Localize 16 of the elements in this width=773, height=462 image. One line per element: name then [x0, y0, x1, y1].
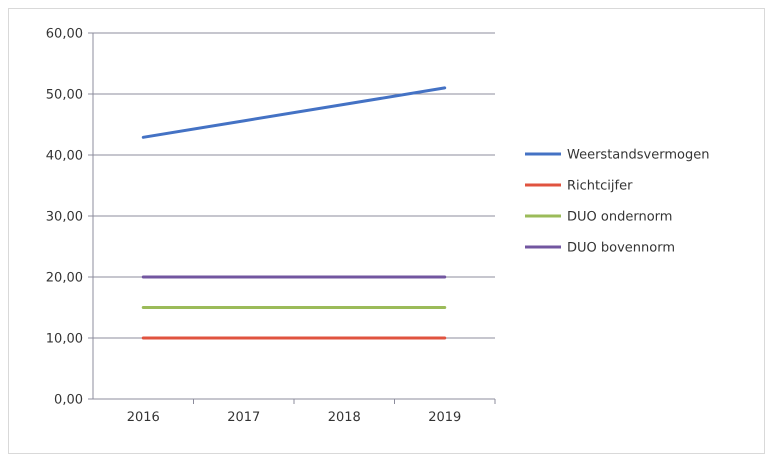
- legend-label: Richtcijfer: [567, 178, 634, 194]
- y-tick-label: 60,00: [46, 26, 83, 42]
- y-tick-label: 0,00: [54, 392, 83, 408]
- legend-label: Weerstandsvermogen: [567, 148, 710, 163]
- y-tick-label: 30,00: [46, 210, 83, 225]
- y-tick-label: 50,00: [46, 88, 83, 103]
- y-tick-label: 40,00: [46, 148, 83, 164]
- x-tick-label: 2017: [227, 410, 260, 425]
- line-series: [142, 86, 446, 139]
- y-tick-label: 20,00: [46, 270, 83, 286]
- y-tick-label: 10,00: [46, 332, 83, 347]
- legend-label: DUO bovennorm: [567, 240, 675, 256]
- x-tick-label: 2019: [428, 410, 462, 425]
- x-tick-label: 2016: [126, 410, 160, 425]
- x-tick-label: 2018: [328, 410, 361, 425]
- legend-label: DUO ondernorm: [567, 210, 672, 225]
